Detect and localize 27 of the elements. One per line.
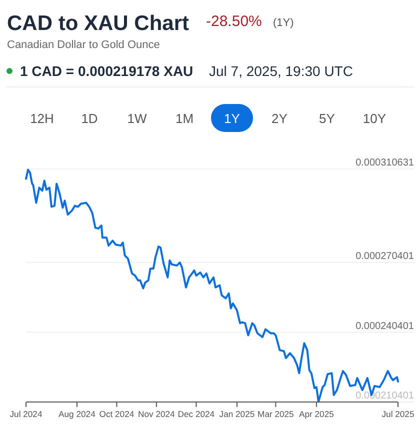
y-tick-label: 0.000240401 — [356, 320, 414, 332]
y-tick-label: 0.000270401 — [356, 251, 414, 262]
text: 1M — [175, 111, 194, 126]
text: 1Y — [224, 111, 240, 126]
x-tick-label: Aug 2024 — [58, 409, 96, 419]
text: 12H — [30, 111, 54, 126]
text: (1Y) — [273, 17, 294, 29]
x-tick-label: Apr 2025 — [299, 409, 334, 419]
chart-subtitle: Canadian Dollar to Gold Ounce — [7, 39, 160, 51]
text: Jul 7, 2025, 19:30 UTC — [209, 63, 353, 79]
x-tick-label: Nov 2024 — [138, 409, 176, 419]
text: 5Y — [319, 111, 336, 126]
text: 1 CAD = 0.000219178 XAU — [20, 63, 194, 79]
x-tick-label: Oct 2024 — [99, 409, 134, 419]
chart-title: CAD to XAU Chart — [7, 12, 190, 35]
text: 2Y — [272, 111, 288, 126]
y-tick-label: 0.000210401 — [356, 390, 414, 402]
x-tick-label: Jul 2025 — [382, 409, 414, 419]
x-tick-label: Mar 2025 — [258, 409, 294, 419]
x-tick-label: Jan 2025 — [219, 409, 255, 419]
text: -28.50% — [206, 13, 262, 30]
text: 1D — [81, 111, 98, 126]
text: 10Y — [362, 111, 386, 126]
x-tick-label: Dec 2024 — [178, 409, 215, 419]
x-tick-label: Jul 2024 — [10, 409, 42, 419]
y-tick-label: 0.000310631 — [356, 158, 414, 169]
text: 1W — [127, 111, 148, 126]
